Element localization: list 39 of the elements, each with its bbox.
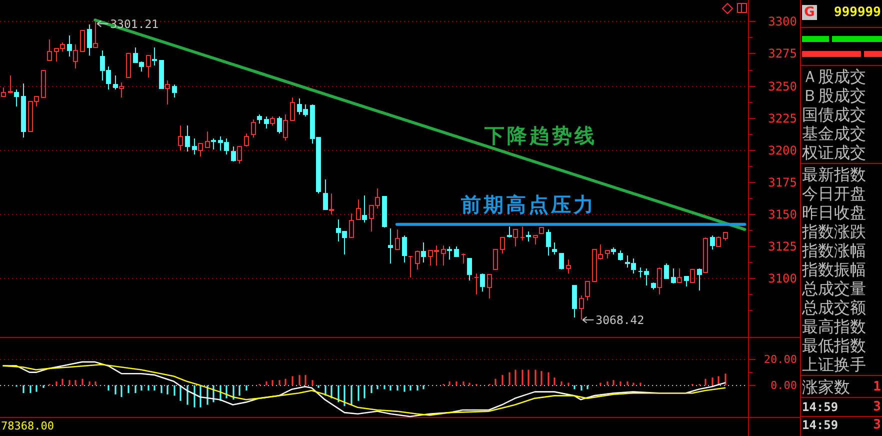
text: 78368.00 <box>1 420 54 432</box>
series-label: 前期高点压力 <box>460 192 596 216</box>
y-tick-label: 3200 <box>768 144 797 158</box>
text: 上证换手 <box>802 355 866 374</box>
text: 最新指数 <box>802 165 866 184</box>
y-tick-label: 3225 <box>768 112 797 126</box>
text: 1 <box>873 380 882 394</box>
y-tick-label: 3125 <box>768 240 797 254</box>
text: 涨家数 <box>802 378 850 396</box>
text: Ａ股成交 <box>802 67 866 86</box>
annotation: 3301.21 <box>110 16 159 31</box>
y-tick-label: 3250 <box>768 80 797 94</box>
text: 指数涨跌 <box>801 222 866 241</box>
text: 14:59 <box>802 400 838 414</box>
text: 基金成交 <box>802 124 866 143</box>
text: 昨日收盘 <box>802 203 866 222</box>
y-tick-label: 3150 <box>768 208 797 222</box>
y-tick-label: 3175 <box>768 176 797 190</box>
text: 指数涨幅 <box>801 241 866 260</box>
text: 14:59 <box>802 418 838 432</box>
y-tick-label: 3275 <box>768 46 797 60</box>
text: 总成交额 <box>801 298 866 317</box>
text: 国债成交 <box>802 105 866 124</box>
text: 3 <box>873 400 881 414</box>
y-tick-label: 0.00 <box>770 379 797 392</box>
text: 权证成交 <box>801 143 866 162</box>
y-tick-label: 3300 <box>768 14 797 28</box>
text: 最低指数 <box>802 336 866 355</box>
y-tick-label: 20.00 <box>764 353 797 366</box>
text: Ｂ股成交 <box>802 86 866 105</box>
y-tick-label: 3100 <box>768 272 797 286</box>
text: 今日开盘 <box>802 184 866 203</box>
text: 999999 <box>834 5 881 20</box>
text: 最高指数 <box>802 317 866 336</box>
text: 指数振幅 <box>801 260 866 279</box>
annotation: 3068.42 <box>596 312 644 327</box>
text: 总成交量 <box>801 279 866 298</box>
text: 3 <box>873 418 881 432</box>
series-label: 下降趋势线 <box>484 124 597 148</box>
